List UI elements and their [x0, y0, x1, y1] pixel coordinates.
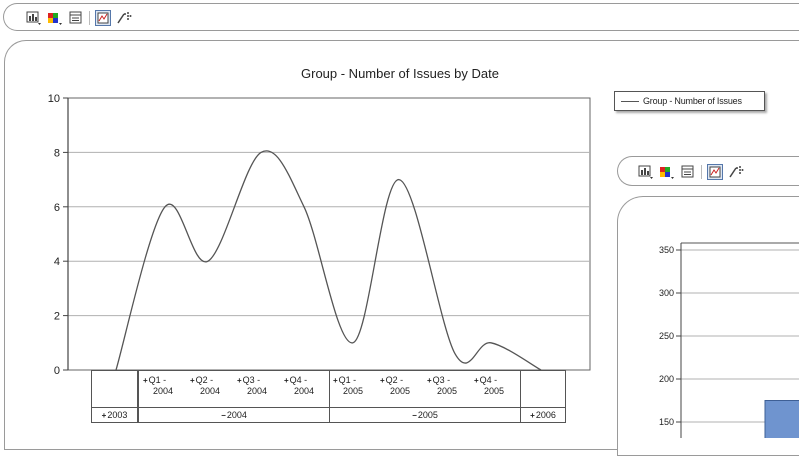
quarter-year: 2004 [294, 386, 315, 396]
quarter-label: Q3 - [432, 375, 451, 385]
expand-icon[interactable]: + [474, 376, 479, 385]
inset-chart-toolbar [617, 156, 799, 186]
year-label: 2004 [226, 410, 247, 420]
quarter-year: 2004 [200, 386, 221, 396]
expand-icon[interactable]: + [284, 376, 289, 385]
chart-type-icon[interactable] [26, 10, 42, 26]
year-label: 2005 [417, 410, 438, 420]
drilldown-icon[interactable] [728, 164, 744, 180]
chart-wizard-icon[interactable] [95, 10, 111, 26]
quarter-drilldown[interactable]: +Q1 -2004 [143, 375, 187, 397]
expand-icon[interactable]: + [333, 376, 338, 385]
expand-icon[interactable]: + [427, 376, 432, 385]
expand-icon[interactable]: + [380, 376, 385, 385]
quarter-label: Q4 - [479, 375, 498, 385]
quarter-label: Q3 - [242, 375, 261, 385]
chart-wizard-icon[interactable] [707, 164, 723, 180]
quarter-label: Q1 - [338, 375, 357, 385]
quarter-year: 2005 [484, 386, 505, 396]
quarter-label: Q4 - [289, 375, 308, 385]
expand-icon[interactable]: + [237, 376, 242, 385]
year-label: 2003 [107, 410, 128, 420]
legend-label: Group - Number of Issues [643, 96, 742, 106]
data-grid-icon[interactable] [68, 10, 84, 26]
quarter-drilldown[interactable]: +Q4 -2005 [474, 375, 518, 397]
quarter-year: 2004 [247, 386, 268, 396]
x-grid-empty-cell [91, 370, 138, 408]
year-cell[interactable]: +2003 [91, 407, 138, 423]
quarter-label: Q2 - [195, 375, 214, 385]
quarter-drilldown[interactable]: +Q2 -2004 [190, 375, 234, 397]
collapse-icon[interactable]: − [221, 411, 226, 420]
quarter-drilldown[interactable]: +Q2 -2005 [380, 375, 424, 397]
expand-icon[interactable]: + [530, 411, 535, 420]
quarter-year: 2005 [343, 386, 364, 396]
expand-icon[interactable]: + [143, 376, 148, 385]
x-grid-empty-cell [520, 370, 566, 408]
expand-icon[interactable]: + [101, 411, 107, 420]
quarter-drilldown[interactable]: +Q3 -2005 [427, 375, 471, 397]
inset-chart-panel [617, 196, 799, 456]
chart-type-icon[interactable] [638, 164, 654, 180]
color-palette-icon[interactable] [47, 10, 63, 26]
data-grid-icon[interactable] [680, 164, 696, 180]
toolbar-separator [701, 165, 702, 179]
legend-swatch [621, 101, 639, 102]
toolbar-separator [89, 11, 90, 25]
year-label: 2006 [535, 410, 556, 420]
legend: Group - Number of Issues [614, 91, 765, 111]
collapse-icon[interactable]: − [412, 411, 417, 420]
year-cell[interactable]: −2004 [138, 407, 330, 423]
quarter-year: 2005 [437, 386, 458, 396]
quarter-drilldown[interactable]: +Q4 -2004 [284, 375, 328, 397]
x-grid-2004-quarters [138, 370, 330, 408]
quarter-label: Q1 - [148, 375, 167, 385]
quarter-label: Q2 - [385, 375, 404, 385]
year-cell[interactable]: −2005 [329, 407, 521, 423]
drilldown-icon[interactable] [116, 10, 132, 26]
year-cell[interactable]: +2006 [520, 407, 566, 423]
quarter-drilldown[interactable]: +Q1 -2005 [333, 375, 377, 397]
quarter-year: 2005 [390, 386, 411, 396]
expand-icon[interactable]: + [190, 376, 195, 385]
chart-toolbar [3, 3, 799, 31]
color-palette-icon[interactable] [659, 164, 675, 180]
quarter-drilldown[interactable]: +Q3 -2004 [237, 375, 281, 397]
quarter-year: 2004 [153, 386, 174, 396]
